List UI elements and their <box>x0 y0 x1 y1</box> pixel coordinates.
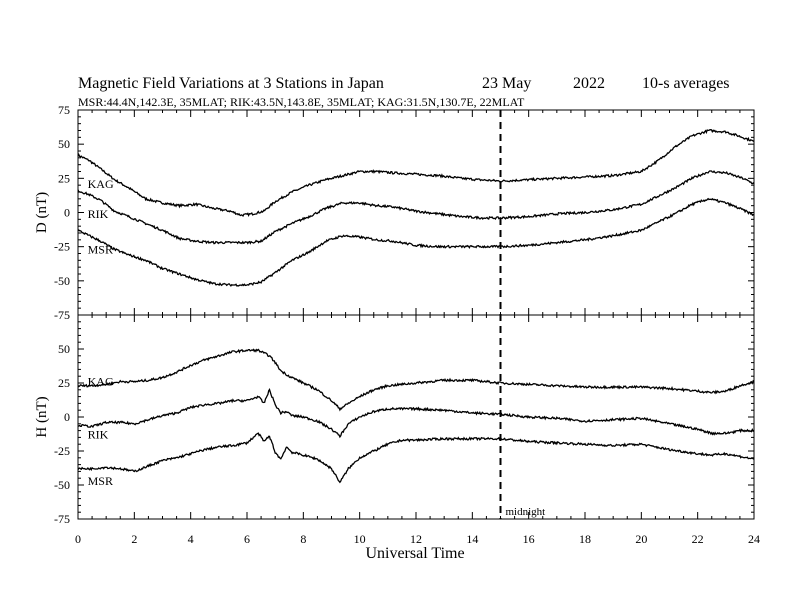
x-tick-label: 20 <box>635 532 647 546</box>
x-tick-label: 4 <box>188 532 194 546</box>
x-tick-label: 22 <box>692 532 704 546</box>
series-label-msr: MSR <box>88 474 113 488</box>
y-tick-label: -25 <box>54 240 70 254</box>
y-tick-label: -75 <box>54 512 70 526</box>
series-label-rik: RIK <box>88 207 109 221</box>
chart-averaging: 10-s averages <box>642 75 730 92</box>
x-tick-label: 18 <box>579 532 591 546</box>
y-tick-label: 75 <box>58 103 70 117</box>
y-axis-label: D (nT) <box>34 192 50 233</box>
chart-title: Magnetic Field Variations at 3 Stations … <box>78 75 384 92</box>
y-tick-label: -50 <box>54 274 70 288</box>
y-tick-label: 0 <box>64 410 70 424</box>
series-line-rik <box>77 170 755 245</box>
y-tick-label: -75 <box>54 308 70 322</box>
x-tick-label: 8 <box>300 532 306 546</box>
series-line-msr <box>77 432 755 484</box>
x-axis-label: Universal Time <box>365 545 464 562</box>
series-label-rik: RIK <box>88 428 109 442</box>
panel-frame <box>77 109 755 316</box>
x-tick-label: 16 <box>523 532 535 546</box>
y-tick-label: 25 <box>58 171 70 185</box>
series-line-kag <box>77 129 755 218</box>
panel-frame <box>77 314 755 520</box>
chart-subtitle: MSR:44.4N,142.3E, 35MLAT; RIK:43.5N,143.… <box>78 95 525 109</box>
y-tick-label: -25 <box>54 444 70 458</box>
series-label-kag: KAG <box>88 177 114 191</box>
series-label-kag: KAG <box>88 375 114 389</box>
x-tick-label: 14 <box>466 532 478 546</box>
panel-2: 50 25 0 -25 -50 -75 H (nT) KAG RIK MSR <box>34 314 755 526</box>
x-tick-label: 2 <box>131 532 137 546</box>
chart-year: 2022 <box>573 75 605 92</box>
x-tick-label: 0 <box>75 532 81 546</box>
x-tick-label: 6 <box>244 532 250 546</box>
x-tick-label: 12 <box>410 532 422 546</box>
series-line-kag <box>77 348 755 412</box>
series-line-msr <box>77 197 755 287</box>
y-tick-label: 0 <box>64 206 70 220</box>
chart-date: 23 May <box>482 75 531 92</box>
y-tick-label: -50 <box>54 478 70 492</box>
y-tick-label: 50 <box>58 137 70 151</box>
chart-panels: 75 50 25 0 -25 -50 -75 D (nT) KAG RIK MSR 50 25 0 -25 -… <box>34 103 755 526</box>
x-tick-label: 10 <box>354 532 366 546</box>
x-axis: 0 2 4 6 8 10 12 14 16 18 20 22 24 <box>75 532 760 546</box>
y-tick-label: 50 <box>58 342 70 356</box>
y-tick-label: 25 <box>58 376 70 390</box>
series-label-msr: MSR <box>88 242 113 256</box>
x-tick-label: 24 <box>748 532 760 546</box>
midnight-label: midnight <box>506 506 546 518</box>
panel-1: 75 50 25 0 -25 -50 -75 D (nT) KAG RIK MSR <box>34 103 755 322</box>
y-axis-label: H (nT) <box>34 396 50 437</box>
series-line-rik <box>77 388 755 439</box>
